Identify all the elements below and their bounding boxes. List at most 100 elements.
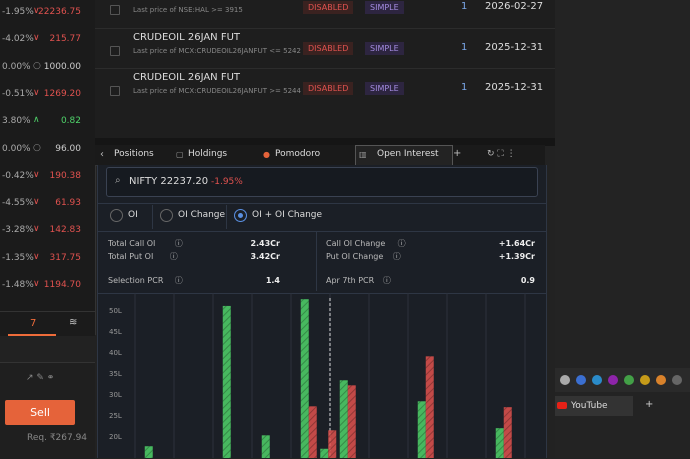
alert-date: 2026-02-27: [485, 1, 544, 12]
tab-title: YouTube: [571, 401, 608, 411]
oi-chart: 50L 45L 40L 35L 30L 25L 20L: [109, 293, 526, 458]
y-tick-label: 50L: [109, 307, 122, 315]
change: -4.02%: [2, 34, 34, 45]
bar-hatch: [300, 299, 309, 458]
y-tick-label: 40L: [109, 349, 122, 357]
bar-hatch: [328, 430, 337, 458]
bar-hatch: [320, 448, 329, 458]
stat-value: 0.9: [520, 276, 535, 285]
separator: [152, 205, 153, 229]
symbol: NIFTY 22237.20: [129, 176, 209, 187]
dot[interactable]: [560, 375, 570, 385]
tab-add[interactable]: +: [453, 148, 462, 159]
info-icon: ⓘ: [397, 239, 406, 248]
arrow: ○: [33, 60, 41, 71]
y-tick-label: 45L: [109, 328, 122, 336]
bar-hatch: [495, 428, 504, 458]
stat-value: +1.64Cr: [498, 239, 535, 248]
alert-name: HAL: [133, 0, 153, 2]
separator: [98, 293, 546, 294]
tab-back[interactable]: ‹: [100, 149, 104, 160]
dot[interactable]: [656, 375, 666, 385]
dot[interactable]: [592, 375, 602, 385]
change: 0.00%: [2, 61, 31, 72]
dot[interactable]: [608, 375, 618, 385]
alert-name: CRUDEOIL 26JAN FUT: [133, 31, 241, 43]
radio[interactable]: [110, 209, 123, 222]
arrow: ∨: [33, 33, 40, 44]
tab[interactable]: Pomodoro: [275, 149, 321, 159]
price: 1269.20: [43, 88, 81, 99]
new-tab[interactable]: +: [645, 399, 654, 410]
tab[interactable]: Open Interest: [377, 149, 439, 159]
alerts-table: HAL Last price of NSE:HAL >= 3915 DISABLED…: [95, 0, 555, 138]
stat-value: +1.39Cr: [498, 252, 535, 261]
layers-icon[interactable]: ≋: [69, 317, 78, 328]
order-panel: ↗ ✎ ⚭ Sell Req. ₹267.94: [0, 362, 95, 459]
browser-side: YouTube +: [555, 0, 690, 458]
tab-icon: ▢: [176, 150, 184, 159]
tab-icon: ●: [263, 150, 270, 159]
arrow: ∨: [33, 169, 40, 180]
tab-icon: ▥: [359, 150, 367, 159]
tab[interactable]: Holdings: [188, 149, 228, 159]
alert-type: SIMPLE: [365, 41, 404, 55]
info-icon: ⓘ: [392, 252, 401, 261]
radio[interactable]: [234, 209, 247, 222]
price: 1194.70: [43, 280, 81, 290]
stat-label: Selection PCR: [108, 276, 164, 285]
dot[interactable]: [624, 375, 634, 385]
checkbox[interactable]: [110, 5, 120, 15]
browser-tab[interactable]: YouTube: [555, 396, 633, 416]
alert-date: 2025-12-31: [485, 41, 544, 53]
price: 61.93: [55, 198, 81, 209]
watchlist-footer: 7 ≋: [0, 311, 95, 336]
stat-label: Total Put OI: [108, 252, 154, 261]
tab-tools[interactable]: ↻ ⛶ ⋮: [487, 149, 516, 159]
separator: [98, 203, 546, 204]
price: 0.82: [60, 116, 81, 127]
bar-hatch: [308, 406, 317, 458]
order-icons[interactable]: ↗ ✎ ⚭: [26, 373, 55, 383]
stat-value: 3.42Cr: [250, 252, 280, 261]
info-icon: ⓘ: [382, 276, 391, 285]
change: -1.95%: [2, 7, 34, 17]
separator: [226, 205, 227, 229]
alert-count: 1: [461, 82, 468, 93]
checkbox[interactable]: [110, 45, 120, 56]
radio[interactable]: [160, 209, 173, 222]
change: 0.00%: [2, 143, 31, 154]
symbol-change: -1.95%: [211, 177, 243, 187]
required-margin: Req. ₹267.94: [27, 433, 88, 443]
mode-label[interactable]: OI Change: [178, 210, 226, 220]
mode-label[interactable]: OI + OI Change: [252, 210, 323, 220]
bar-hatch: [347, 385, 356, 458]
page-count[interactable]: 7: [30, 318, 37, 329]
dot[interactable]: [576, 375, 586, 385]
bar-hatch: [222, 305, 231, 458]
bar-hatch: [503, 407, 512, 458]
change: -1.48%: [2, 280, 34, 290]
info-icon: ⓘ: [169, 252, 178, 261]
change: -3.28%: [2, 225, 34, 236]
alert-type: SIMPLE: [365, 1, 404, 14]
stat-value: 2.43Cr: [250, 239, 280, 248]
divider: [95, 138, 555, 146]
checkbox[interactable]: [110, 86, 120, 96]
tab[interactable]: Positions: [114, 149, 154, 159]
sell-button[interactable]: Sell: [5, 400, 75, 425]
mode-label[interactable]: OI: [128, 210, 138, 220]
dot[interactable]: [672, 375, 682, 385]
arrow: ○: [33, 142, 41, 153]
alert-count: 1: [461, 41, 468, 53]
price: 215.77: [49, 34, 82, 45]
search-box[interactable]: ⌕ NIFTY 22237.20 -1.95%: [106, 167, 538, 197]
alert-type: SIMPLE: [365, 82, 404, 95]
bar-hatch: [261, 435, 270, 458]
price: 1000.00: [43, 61, 81, 72]
change: -4.55%: [2, 198, 34, 209]
dot[interactable]: [640, 375, 650, 385]
stat-label: Total Call OI: [108, 239, 156, 248]
arrow: ∧: [33, 115, 40, 126]
